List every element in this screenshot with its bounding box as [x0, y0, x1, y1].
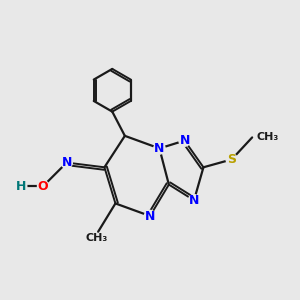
Text: S: S: [227, 153, 236, 166]
Circle shape: [179, 135, 190, 146]
Text: O: O: [38, 180, 48, 193]
Circle shape: [154, 143, 165, 154]
Text: N: N: [189, 194, 199, 207]
Text: CH₃: CH₃: [257, 132, 279, 142]
Text: N: N: [154, 142, 165, 155]
Circle shape: [61, 157, 72, 168]
Circle shape: [38, 181, 49, 192]
Text: H: H: [16, 180, 26, 193]
Text: CH₃: CH₃: [85, 233, 108, 243]
Circle shape: [144, 210, 156, 222]
Text: N: N: [145, 209, 155, 223]
Circle shape: [226, 154, 237, 165]
Circle shape: [16, 181, 27, 192]
Circle shape: [188, 195, 200, 206]
Text: N: N: [61, 156, 72, 169]
Text: N: N: [179, 134, 190, 147]
